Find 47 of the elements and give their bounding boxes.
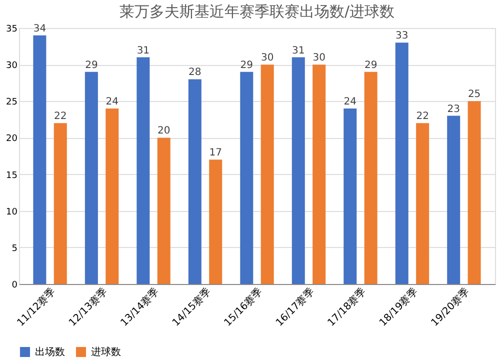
chart-title: 莱万多夫斯基近年赛季联赛出场数/进球数	[119, 2, 395, 20]
y-tick-label: 0	[12, 280, 18, 290]
data-label: 20	[158, 126, 170, 137]
data-label: 34	[33, 23, 46, 34]
bar	[447, 116, 460, 284]
bar	[157, 138, 170, 284]
y-tick-label: 25	[6, 98, 18, 108]
bar	[395, 42, 408, 284]
data-label: 24	[344, 96, 356, 108]
data-label: 29	[240, 60, 254, 71]
y-tick-label: 35	[6, 24, 18, 34]
bar	[416, 123, 430, 284]
bar	[136, 57, 150, 284]
data-label: 22	[416, 111, 429, 122]
data-label: 33	[396, 30, 408, 42]
data-label: 29	[364, 60, 378, 71]
y-tick-label: 30	[6, 61, 18, 72]
y-tick-label: 5	[12, 244, 18, 254]
bar	[260, 64, 274, 284]
bar	[344, 108, 357, 284]
data-label: 31	[292, 45, 305, 56]
data-label: 22	[54, 111, 67, 122]
data-label: 23	[447, 104, 460, 115]
data-label: 28	[188, 67, 202, 78]
y-tick-label: 15	[6, 170, 18, 181]
bar	[106, 108, 119, 284]
bar	[468, 101, 481, 284]
bar	[54, 123, 67, 284]
bar	[312, 64, 326, 284]
y-tick-label: 10	[6, 207, 18, 218]
bar	[33, 35, 46, 284]
bar	[240, 72, 254, 284]
legend-label: 进球数	[91, 346, 121, 358]
bar	[364, 72, 378, 284]
data-label: 25	[468, 89, 481, 100]
data-label: 30	[260, 52, 274, 64]
data-label: 29	[85, 60, 98, 71]
data-label: 24	[106, 96, 118, 108]
legend-label: 出场数	[35, 346, 65, 358]
data-label: 30	[312, 52, 326, 64]
data-label: 31	[136, 45, 150, 56]
bar	[209, 160, 222, 284]
bar	[84, 72, 98, 284]
y-tick-label: 20	[6, 134, 18, 144]
bar	[292, 57, 305, 284]
bar	[188, 79, 202, 284]
data-label: 17	[209, 148, 222, 159]
